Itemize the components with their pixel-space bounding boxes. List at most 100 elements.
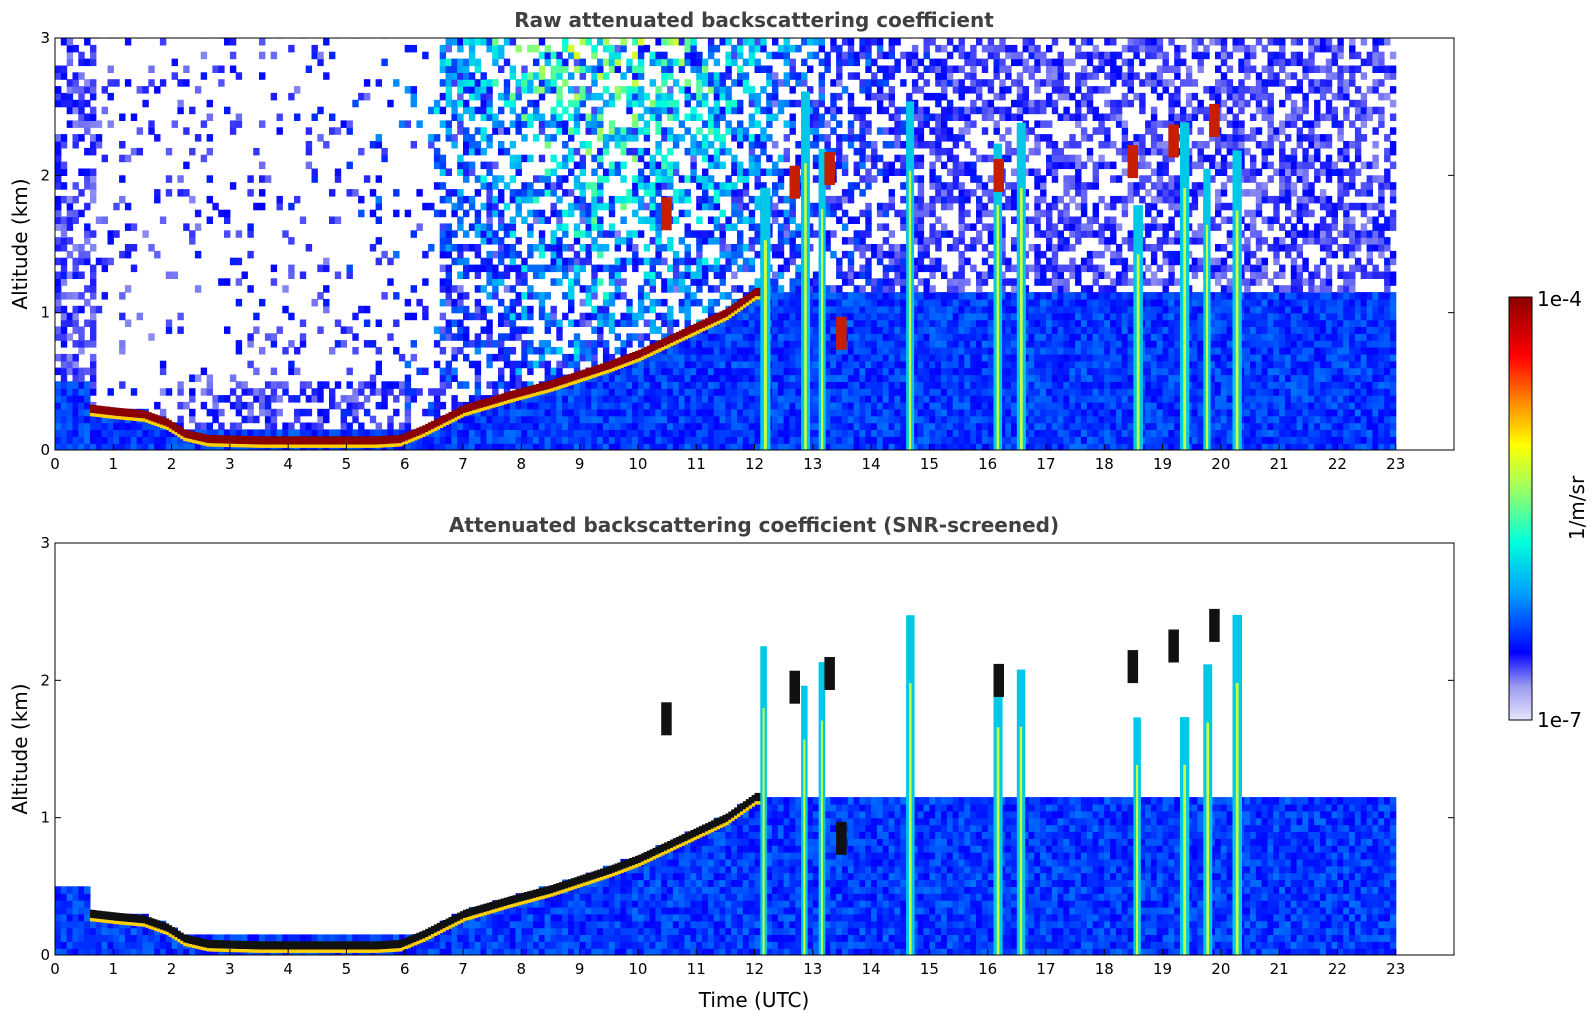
heat-cell (707, 422, 715, 430)
heat-cell (597, 250, 604, 259)
heat-cell (853, 395, 860, 403)
heat-cell (719, 264, 726, 273)
heat-cell (847, 429, 855, 437)
heat-cell (795, 161, 802, 170)
heat-cell (183, 223, 190, 231)
heat-cell (480, 72, 487, 80)
heat-cell (573, 353, 581, 362)
heat-cell (824, 182, 831, 190)
heat-cell (941, 79, 948, 87)
heat-cell (702, 72, 709, 80)
heat-cell (527, 230, 534, 238)
heat-cell (632, 189, 639, 197)
heat-cell (614, 388, 621, 396)
heat-cell (602, 134, 610, 142)
heat-cell (987, 44, 995, 53)
heat-cell (95, 141, 103, 149)
heat-cell (527, 347, 534, 355)
heat-cell (923, 141, 930, 149)
heat-cell (626, 367, 633, 376)
heat-cell (649, 223, 656, 231)
heat-cell (329, 429, 336, 437)
heat-cell (830, 79, 837, 87)
heat-cell (958, 367, 965, 376)
heat-cell (807, 429, 814, 437)
heat-cell (958, 271, 965, 279)
heat-cell (824, 381, 831, 389)
heat-cell (865, 202, 872, 211)
heat-cell (515, 161, 522, 170)
heat-cell (807, 408, 814, 417)
heat-cell (194, 422, 202, 430)
heat-cell (830, 127, 837, 135)
heat-cell (410, 99, 417, 108)
heat-cell (865, 38, 872, 39)
heat-cell (941, 429, 948, 437)
heat-cell (602, 298, 610, 307)
heat-cell (468, 44, 476, 53)
heat-cell (527, 443, 534, 450)
heat-cell (958, 374, 965, 382)
heat-cell (503, 305, 511, 314)
heat-cell (859, 209, 866, 218)
heat-cell (463, 175, 470, 183)
heat-cell (60, 333, 68, 341)
heat-cell (515, 381, 522, 389)
heat-cell (911, 360, 919, 369)
heat-cell (264, 401, 272, 410)
heat-cell (393, 250, 400, 259)
heat-cell (568, 319, 575, 327)
heat-cell (970, 305, 977, 314)
heat-cell (614, 257, 621, 266)
heat-cell (602, 305, 610, 314)
heat-cell (847, 92, 855, 101)
heat-cell (719, 436, 726, 444)
heat-cell (585, 395, 592, 403)
heat-cell (970, 360, 977, 369)
heat-cell (352, 388, 359, 396)
heat-cell (608, 264, 616, 273)
heat-cell (987, 237, 995, 245)
heat-cell (958, 237, 965, 245)
heat-cell (929, 347, 936, 355)
heat-cell (457, 189, 464, 197)
heat-cell (428, 436, 435, 444)
heat-cell (946, 285, 954, 293)
heat-cell (404, 360, 412, 369)
heat-cell (445, 189, 452, 197)
heat-cell (276, 395, 283, 403)
heat-cell (632, 51, 639, 60)
heat-cell (602, 58, 610, 67)
heat-cell (457, 305, 464, 314)
heat-cell (515, 422, 522, 430)
heat-cell (439, 168, 447, 176)
heat-cell (941, 134, 948, 142)
heat-cell (632, 415, 639, 424)
heat-cell (672, 264, 680, 273)
heat-cell (597, 65, 604, 73)
heat-cell (830, 38, 837, 46)
heat-cell (876, 388, 884, 396)
heat-cell (847, 58, 855, 67)
heat-cell (911, 65, 919, 73)
heat-cell (602, 429, 610, 437)
heat-cell (159, 436, 167, 444)
heat-cell (807, 333, 814, 341)
heat-cell (521, 189, 528, 197)
heat-cell (463, 436, 470, 444)
heat-cell (585, 209, 592, 218)
heat-cell (585, 298, 592, 307)
heat-cell (550, 257, 557, 266)
heat-cell (830, 340, 837, 348)
heat-cell (101, 86, 108, 94)
heat-cell (556, 195, 563, 204)
heat-cell (754, 92, 761, 101)
heat-cell (882, 161, 890, 170)
heat-cell (90, 120, 97, 128)
heat-cell (737, 237, 744, 245)
heat-cell (807, 312, 814, 321)
heat-cell (958, 436, 965, 444)
heat-cell (882, 326, 890, 334)
heat-cell (229, 120, 237, 128)
heat-cell (597, 401, 604, 410)
